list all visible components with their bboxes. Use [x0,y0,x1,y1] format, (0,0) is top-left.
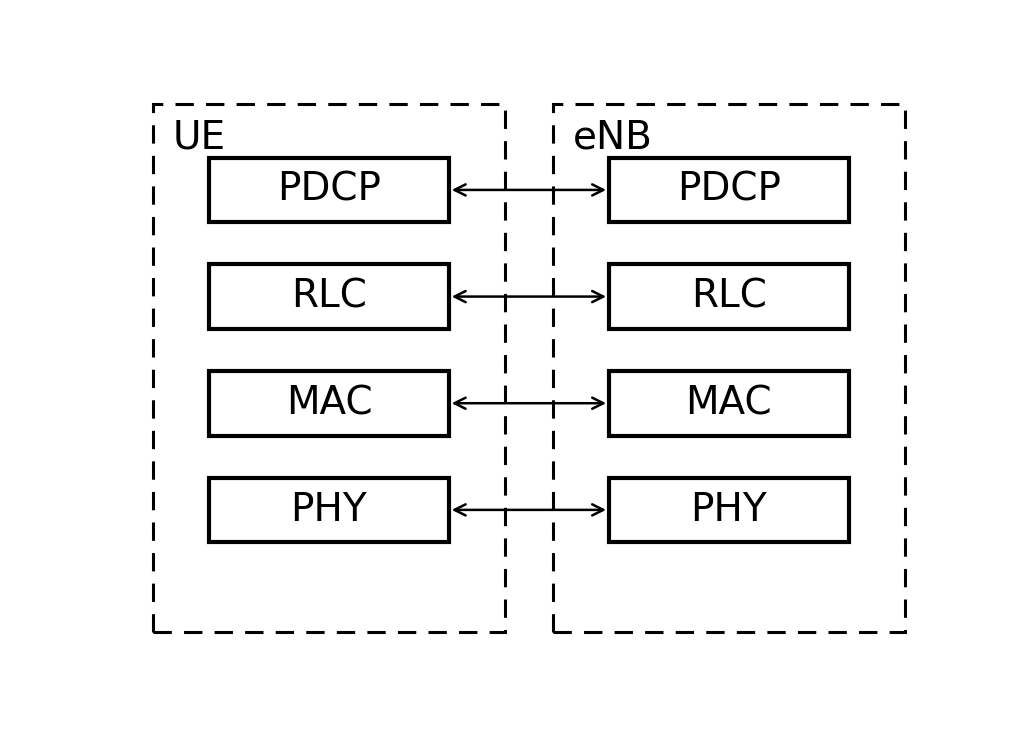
Bar [208,477,449,542]
Text: RLC: RLC [690,278,767,316]
Bar [609,265,848,329]
Bar [153,104,505,632]
FancyArrowPatch shape [454,504,604,515]
Text: MAC: MAC [685,384,772,422]
Text: PHY: PHY [690,491,767,529]
Bar [609,157,848,222]
Text: PDCP: PDCP [677,171,781,209]
Bar [609,371,848,435]
Bar [208,371,449,435]
Text: UE: UE [173,118,226,156]
Text: RLC: RLC [291,278,367,316]
FancyArrowPatch shape [454,291,604,302]
Text: PDCP: PDCP [277,171,381,209]
Bar [553,104,905,632]
FancyArrowPatch shape [454,398,604,409]
FancyArrowPatch shape [454,184,604,195]
Bar [609,477,848,542]
Text: PHY: PHY [291,491,367,529]
Text: eNB: eNB [573,118,653,156]
Bar [208,265,449,329]
Text: MAC: MAC [286,384,373,422]
Bar [208,157,449,222]
